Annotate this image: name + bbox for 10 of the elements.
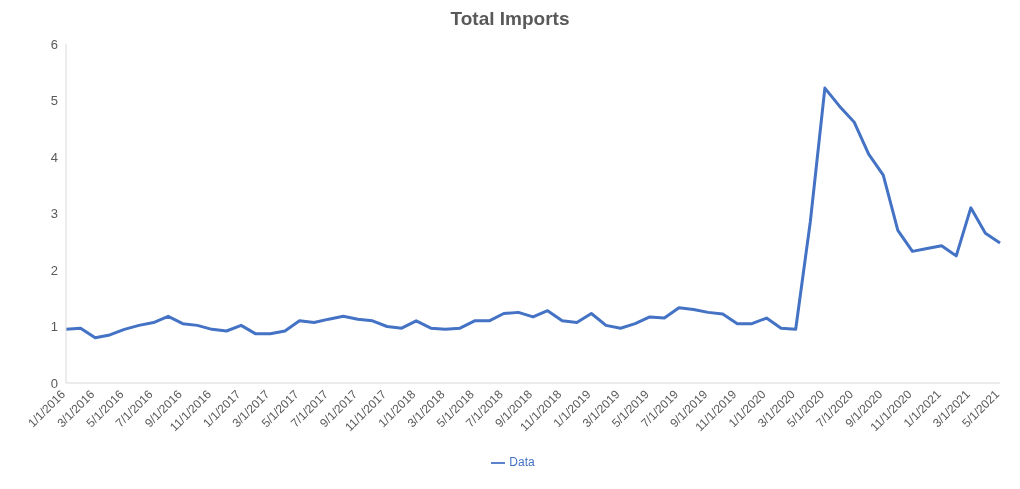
y-tick-label: 0	[50, 375, 58, 391]
y-tick-label: 1	[50, 319, 58, 335]
y-tick-label: 6	[50, 36, 58, 52]
chart-title: Total Imports	[449, 8, 571, 30]
y-tick-label: 4	[50, 149, 58, 165]
legend-label: Data	[509, 455, 535, 469]
y-tick-label: 2	[50, 262, 58, 278]
y-tick-label: 3	[50, 206, 58, 222]
y-tick-label: 5	[50, 93, 58, 109]
line-series	[64, 86, 1002, 340]
